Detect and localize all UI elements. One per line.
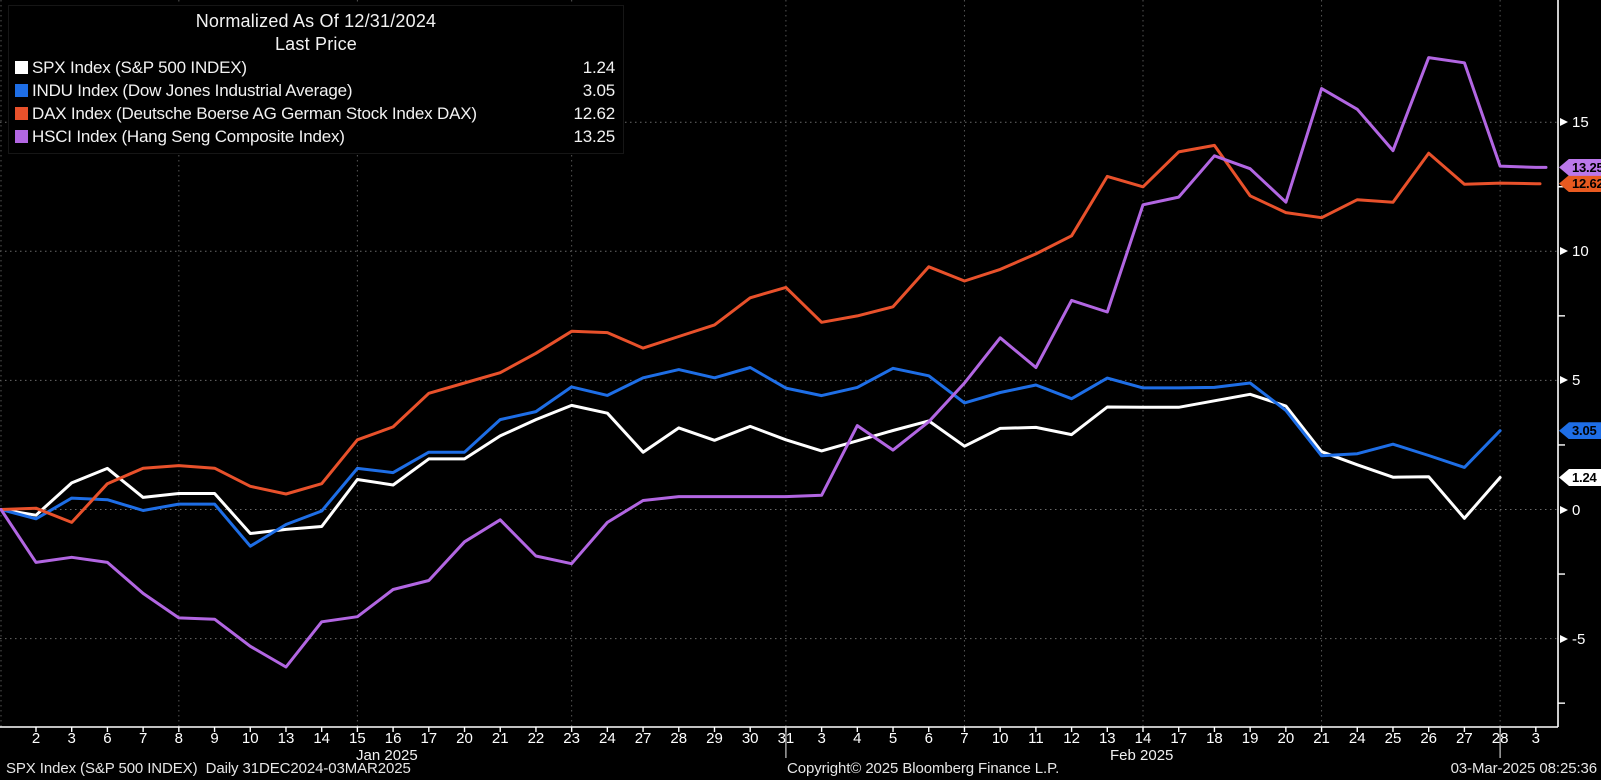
x-axis-day-label: 23 (563, 730, 580, 747)
x-axis-day-label: 4 (853, 730, 862, 747)
x-axis-day-label: 7 (138, 730, 148, 747)
x-axis-day-label: 24 (599, 730, 616, 747)
x-axis-month-label: Feb 2025 (1110, 747, 1174, 764)
x-axis-day-label: 8 (174, 730, 183, 747)
x-axis-day-label: 29 (706, 730, 723, 747)
x-axis-day-label: 20 (456, 730, 473, 747)
x-axis-day-label: 14 (313, 730, 331, 747)
series-last-value: 1.24 (582, 57, 615, 77)
footer-copyright: Copyright© 2025 Bloomberg Finance L.P. (787, 760, 1060, 777)
series-color-swatch (15, 84, 28, 97)
x-axis-day-label: 26 (1420, 730, 1438, 747)
x-axis-day-label: 17 (420, 730, 438, 747)
x-axis-day-label: 3 (1531, 730, 1540, 747)
series-label: SPX Index (S&P 500 INDEX) (32, 57, 247, 77)
x-axis-day-label: 5 (888, 730, 898, 747)
x-axis-day-label: 11 (1028, 730, 1044, 747)
x-axis-day-label: 10 (241, 730, 259, 747)
x-axis-day-label: 27 (1456, 730, 1473, 747)
y-tick-arrow-icon (1560, 634, 1568, 643)
series-line-dax (0, 143, 1542, 524)
x-axis-day-label: 12 (1063, 730, 1080, 747)
series-last-value: 13.25 (573, 126, 615, 146)
series-last-value: 3.05 (582, 80, 615, 100)
series-line-hsci (0, 56, 1548, 669)
x-axis-day-label: 3 (67, 730, 76, 747)
x-axis-day-label: 15 (349, 730, 366, 747)
y-tick-arrow-icon (1560, 118, 1568, 127)
legend-item-indu[interactable]: INDU Index (Dow Jones Industrial Average… (9, 79, 623, 102)
legend-subtitle: Last Price (274, 34, 358, 54)
last-price-chip-indu: 3.05 (1559, 422, 1601, 440)
x-axis-day-label: 7 (960, 730, 969, 747)
chart-legend: Normalized As Of 12/31/2024 Last Price S… (8, 5, 624, 154)
x-axis-day-label: 27 (634, 730, 652, 747)
series-color-swatch (15, 107, 28, 120)
x-axis-day-label: 6 (103, 730, 112, 747)
legend-title: Normalized As Of 12/31/2024 (195, 11, 437, 31)
x-axis-day-label: 30 (741, 730, 759, 747)
x-axis-day-label: 18 (1206, 730, 1223, 747)
legend-item-hsci[interactable]: HSCI Index (Hang Seng Composite Index) 13… (9, 125, 623, 148)
y-axis-tick-label: 0 (1560, 503, 1580, 518)
series-label: INDU Index (Dow Jones Industrial Average… (32, 80, 353, 100)
series-color-swatch (15, 61, 28, 74)
x-axis-day-label: 2 (31, 730, 41, 747)
y-axis-tick-label: -5 (1560, 632, 1585, 647)
x-axis-day-label: 17 (1170, 730, 1188, 747)
last-price-chip-spx: 1.24 (1559, 468, 1601, 486)
y-axis-tick-label: 15 (1560, 115, 1589, 130)
x-axis-day-label: 22 (527, 730, 545, 747)
x-axis-day-label: 3 (817, 730, 826, 747)
footer-timestamp: 03-Mar-2025 08:25:36 (1450, 760, 1598, 777)
series-last-value: 12.62 (573, 103, 615, 123)
x-axis-day-label: 31 (777, 730, 795, 747)
series-line-indu (0, 366, 1502, 548)
y-tick-arrow-icon (1560, 505, 1568, 514)
x-axis-day-label: 13 (277, 730, 295, 747)
legend-item-spx[interactable]: SPX Index (S&P 500 INDEX) 1.24 (9, 56, 623, 79)
x-axis-day-label: 14 (1134, 730, 1152, 747)
x-axis-day-label: 28 (670, 730, 688, 747)
x-axis-day-label: 9 (210, 730, 219, 747)
x-axis-day-label: 10 (991, 730, 1009, 747)
x-axis-day-label: 20 (1277, 730, 1295, 747)
x-axis-day-label: 21 (491, 730, 509, 747)
y-axis-tick-label: 10 (1560, 244, 1589, 259)
legend-item-dax[interactable]: DAX Index (Deutsche Boerse AG German Sto… (9, 102, 623, 125)
series-color-swatch (15, 130, 28, 143)
x-axis-day-label: 24 (1348, 730, 1366, 747)
series-label: HSCI Index (Hang Seng Composite Index) (32, 126, 345, 146)
series-label: DAX Index (Deutsche Boerse AG German Sto… (32, 103, 477, 123)
x-axis-day-label: 19 (1241, 730, 1259, 747)
x-axis-day-label: 25 (1384, 730, 1402, 747)
series-line-spx (0, 392, 1502, 535)
y-tick-arrow-icon (1560, 376, 1568, 385)
x-axis-day-label: 28 (1491, 730, 1509, 747)
x-axis-month-label: Jan 2025 (356, 747, 418, 764)
last-price-chip-dax: 12.62 (1559, 175, 1601, 193)
footer-chart-description: SPX Index (S&P 500 INDEX) Daily 31DEC202… (6, 760, 411, 777)
y-tick-arrow-icon (1560, 247, 1568, 256)
last-price-chip-hsci: 13.25 (1559, 158, 1601, 176)
x-axis-day-label: 21 (1313, 730, 1330, 747)
x-axis-day-label: 13 (1098, 730, 1116, 747)
y-axis-tick-label: 5 (1560, 373, 1580, 388)
x-axis-day-label: 16 (384, 730, 402, 747)
x-axis-day-label: 6 (924, 730, 933, 747)
